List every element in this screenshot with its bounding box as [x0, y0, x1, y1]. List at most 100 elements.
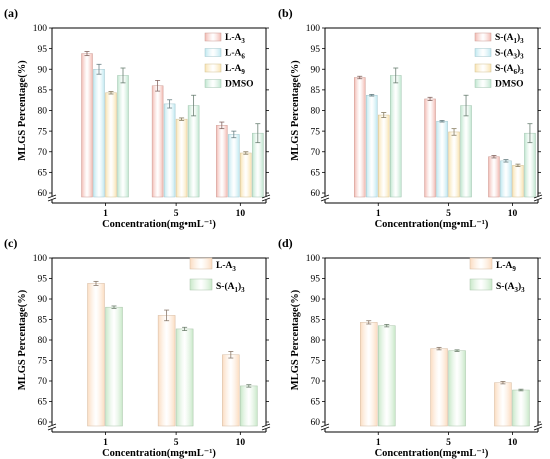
bar: [81, 53, 93, 198]
legend-swatch: [474, 48, 492, 57]
legend-swatch: [189, 278, 213, 291]
y-tick-label: 100: [33, 24, 48, 34]
x-axis-label: Concentration(mg•mL⁻¹): [375, 219, 489, 230]
legend-swatch: [189, 257, 213, 270]
bar: [378, 325, 396, 427]
x-axis-label: Concentration(mg•mL⁻¹): [102, 448, 216, 459]
axis-break-mark: [320, 197, 330, 202]
axis-break-mark: [47, 423, 57, 428]
bar: [378, 114, 390, 198]
y-tick-label: 85: [38, 316, 48, 326]
legend-label: S-(A1)3: [495, 32, 524, 45]
x-tick-label: 1: [103, 438, 108, 448]
y-tick-label: 75: [311, 357, 321, 367]
bar: [360, 322, 378, 427]
bar: [430, 348, 448, 427]
y-tick-label: 80: [38, 107, 48, 117]
y-tick-label: 80: [38, 336, 48, 346]
y-tick-label: 65: [38, 398, 48, 408]
x-tick-label: 1: [376, 209, 381, 219]
legend-swatch: [474, 32, 492, 42]
y-tick-label: 70: [311, 148, 321, 158]
y-tick-label: 95: [311, 275, 321, 285]
y-tick-label: 70: [38, 377, 48, 387]
bar: [228, 134, 240, 198]
x-tick-label: 5: [446, 209, 451, 219]
chart-panel-2: (b) 60 65 70 75 80 85 90 95 100 1 5 10 MLGS Percentag…: [278, 6, 543, 230]
y-tick-label: 65: [311, 398, 321, 408]
legend-label: L-A9: [225, 64, 245, 76]
y-axis-label: MLGS Percentage(%): [17, 289, 28, 390]
axis-break-mark: [320, 426, 330, 431]
bar: [93, 69, 105, 198]
bar: [460, 105, 472, 198]
legend-label: DMSO: [495, 80, 524, 90]
legend-swatch: [204, 79, 222, 88]
x-axis-label: Concentration(mg•mL⁻¹): [375, 448, 489, 459]
axis-break-mark: [261, 194, 271, 199]
y-axis-label: MLGS Percentage(%): [290, 60, 301, 161]
y-tick-label: 90: [311, 295, 321, 305]
axis-break-mark: [47, 197, 57, 202]
legend-label: S-(A1)3: [216, 281, 245, 294]
bar: [151, 85, 164, 198]
x-tick-label: 1: [376, 438, 381, 448]
y-tick-label: 60: [38, 189, 48, 199]
axis-break-mark: [320, 423, 330, 428]
x-tick-label: 10: [508, 438, 518, 448]
legend-label: L-A6: [225, 49, 245, 61]
y-axis-label: MLGS Percentage(%): [17, 60, 28, 161]
bar: [240, 152, 252, 198]
legend-swatch: [474, 63, 492, 73]
bar: [216, 125, 228, 198]
axis-break-mark: [47, 194, 57, 199]
bar: [390, 75, 402, 198]
bar: [163, 103, 176, 198]
legend-label: L-A9: [496, 261, 516, 273]
x-tick-label: 10: [236, 209, 246, 219]
y-tick-label: 90: [311, 65, 321, 75]
y-tick-label: 100: [306, 254, 321, 264]
y-tick-label: 90: [38, 65, 48, 75]
bar: [117, 75, 129, 198]
y-tick-label: 75: [38, 357, 48, 367]
x-tick-label: 10: [236, 438, 246, 448]
y-tick-label: 70: [311, 377, 321, 387]
legend-swatch: [469, 278, 493, 291]
y-tick-label: 60: [311, 189, 321, 199]
x-tick-label: 1: [103, 209, 108, 219]
panel-label: (a): [4, 6, 18, 20]
legend-swatch: [204, 63, 222, 73]
bar: [494, 382, 512, 427]
legend-label: S-(A3)3: [495, 48, 524, 61]
bar: [105, 92, 117, 198]
bar: [240, 385, 258, 427]
panel-label: (d): [278, 236, 293, 250]
chart-panel-4: (d) 60 65 70 75 80 85 90 95 100 1 5 10 MLGS Percentag…: [278, 236, 543, 459]
legend-swatch: [204, 48, 222, 57]
panel-label: (c): [4, 236, 17, 250]
legend-label: L-A3: [216, 261, 236, 273]
bar: [175, 118, 188, 198]
x-tick-label: 5: [446, 438, 451, 448]
axis-break-mark: [320, 194, 330, 199]
bar: [187, 105, 200, 198]
legend-label: L-A3: [225, 33, 245, 45]
bar: [157, 315, 176, 427]
x-tick-label: 5: [174, 209, 179, 219]
y-tick-label: 95: [38, 275, 48, 285]
bar: [448, 131, 460, 198]
legend-label: DMSO: [225, 80, 254, 90]
y-tick-label: 60: [311, 418, 321, 428]
x-axis-label: Concentration(mg•mL⁻¹): [102, 219, 216, 230]
y-tick-label: 65: [311, 169, 321, 179]
y-tick-label: 100: [306, 24, 321, 34]
y-tick-label: 60: [38, 418, 48, 428]
axis-break-mark: [261, 197, 271, 202]
y-tick-label: 80: [311, 107, 321, 117]
bar: [175, 328, 194, 427]
axis-break-mark: [533, 194, 543, 199]
y-tick-label: 80: [311, 336, 321, 346]
axis-break-mark: [47, 426, 57, 431]
